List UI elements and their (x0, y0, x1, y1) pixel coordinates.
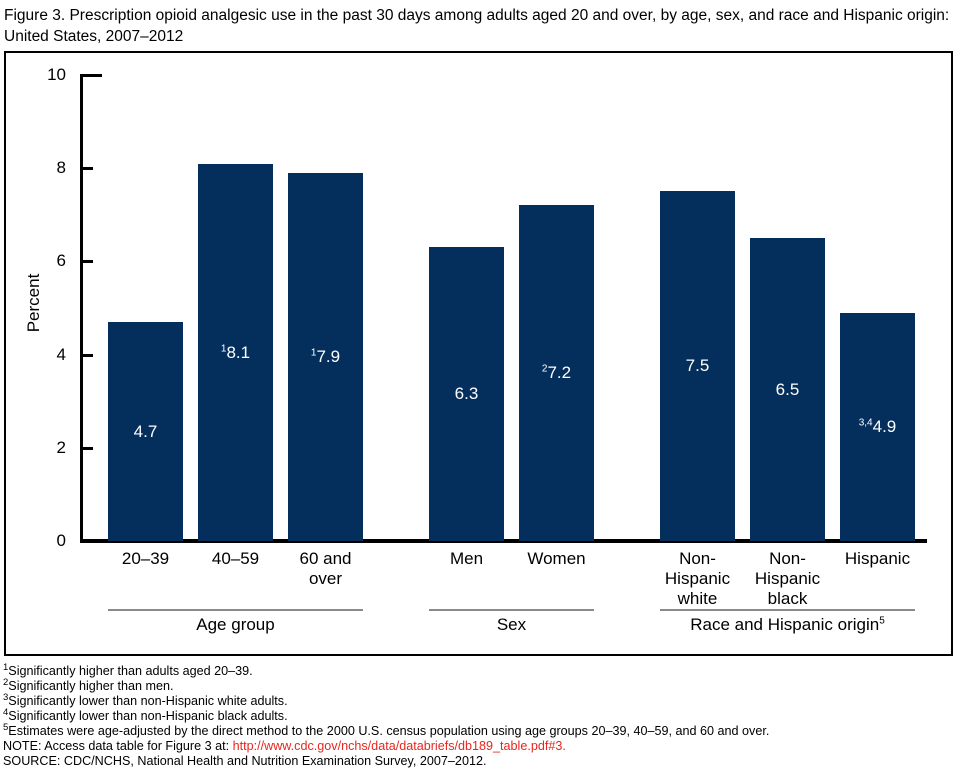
bar-non-hispanic-white (660, 191, 735, 541)
bar-value-40-59: 18.1 (220, 342, 251, 362)
note-prefix: NOTE: Access data table for Figure 3 at: (3, 739, 233, 753)
bar-value-women: 27.2 (541, 363, 572, 382)
group-label-age-group: Age group (196, 615, 275, 634)
axis-label-60-and-over: 60 and over (299, 549, 352, 588)
group-label-race-and-hispanic-origin: Race and Hispanic origin5 (690, 615, 885, 634)
y-axis-top-cap (80, 74, 102, 77)
y-tick-label-2: 2 (56, 438, 66, 457)
footnote-5: 5Estimates were age-adjusted by the dire… (3, 721, 770, 738)
bar-value-sup-hispanic: 3,4 (858, 417, 873, 429)
bar-value-non-hispanic-black: 6.5 (775, 379, 800, 399)
axis-label-non-hispanic-white: Non- Hispanic white (664, 549, 731, 608)
footnote-3: 3Significantly lower than non-Hispanic w… (3, 691, 288, 708)
y-tick-mark (83, 167, 93, 170)
axis-label-40-59: 40–59 (211, 549, 260, 568)
footnote-sup-1: 1 (3, 661, 9, 673)
y-tick-label-8: 8 (56, 158, 66, 177)
note-link[interactable]: http://www.cdc.gov/nchs/data/databriefs/… (232, 739, 566, 753)
y-tick-mark (83, 260, 93, 263)
bar-women (519, 205, 594, 541)
bar-60-and-over (288, 173, 363, 541)
y-tick-label-4: 4 (56, 345, 66, 364)
bar-value-20-39: 4.7 (133, 421, 158, 441)
footnote-4: 4Significantly lower than non-Hispanic b… (3, 706, 288, 723)
y-tick-label-6: 6 (56, 251, 66, 270)
axis-label-non-hispanic-black: Non- Hispanic black (754, 549, 821, 608)
footnote-1: 1Significantly higher than adults aged 2… (3, 661, 253, 678)
bar-value-sup-60-and-over: 1 (310, 347, 317, 359)
group-underline-sex (429, 609, 594, 611)
bar-value-men: 6.3 (454, 384, 479, 403)
bar-value-sup-women: 2 (541, 363, 548, 375)
bar-non-hispanic-black (750, 238, 825, 541)
source-line: SOURCE: CDC/NCHS, National Health and Nu… (3, 754, 487, 768)
y-tick-label-10: 10 (47, 65, 66, 84)
x-axis-line (80, 539, 927, 543)
note-line: NOTE: Access data table for Figure 3 at:… (3, 739, 769, 754)
chart-frame (4, 51, 953, 656)
bar-value-non-hispanic-white: 7.5 (685, 356, 710, 375)
bar-40-59 (198, 164, 273, 541)
figure-title: Figure 3. Prescription opioid analgesic … (4, 7, 950, 45)
bar-value-hispanic: 3,44.9 (858, 417, 897, 436)
footnote-sup-2: 2 (3, 676, 9, 688)
footnote-sup-3: 3 (3, 691, 9, 703)
group-label-sex: Sex (496, 615, 527, 634)
axis-label-hispanic: Hispanic (844, 549, 911, 568)
footnote-2: 2Significantly higher than men. (3, 676, 174, 693)
bar-value-sup-40-59: 1 (220, 342, 227, 354)
bar-20-39 (108, 322, 183, 541)
y-axis-line (80, 74, 83, 543)
axis-label-women: Women (527, 549, 586, 568)
group-label-sup-race-and-hispanic-origin: 5 (879, 615, 885, 627)
footnote-sup-4: 4 (3, 706, 9, 718)
y-tick-mark (83, 447, 93, 450)
bar-hispanic (840, 313, 915, 541)
group-underline-age-group (108, 609, 363, 611)
footnote-sup-5: 5 (3, 721, 9, 733)
footnotes: 1Significantly higher than adults aged 2… (3, 661, 770, 769)
axis-label-20-39: 20–39 (121, 549, 170, 568)
y-tick-mark (83, 354, 93, 357)
bar-value-60-and-over: 17.9 (310, 347, 341, 366)
footnote-list: 1Significantly higher than adults aged 2… (3, 661, 770, 739)
axis-label-men: Men (449, 549, 484, 568)
bar-men (429, 247, 504, 541)
y-tick-label-0: 0 (56, 531, 66, 550)
group-underline-race-and-hispanic-origin (660, 609, 915, 611)
